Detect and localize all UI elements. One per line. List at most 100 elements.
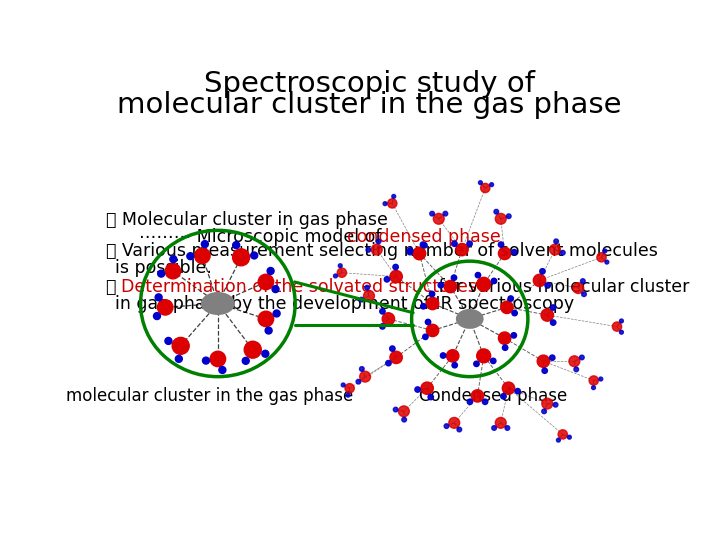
Circle shape xyxy=(495,417,506,428)
Circle shape xyxy=(592,386,595,389)
Circle shape xyxy=(574,367,579,372)
Circle shape xyxy=(376,239,381,244)
Text: ・ Various measurement selecting number of solvent molecules: ・ Various measurement selecting number o… xyxy=(106,242,657,260)
Circle shape xyxy=(500,301,513,314)
Circle shape xyxy=(242,357,249,364)
Circle shape xyxy=(273,310,280,317)
Circle shape xyxy=(619,330,624,334)
Text: for various molecular cluster: for various molecular cluster xyxy=(433,278,690,296)
Circle shape xyxy=(542,368,547,373)
Circle shape xyxy=(541,409,546,414)
Circle shape xyxy=(508,296,513,301)
Circle shape xyxy=(244,341,261,358)
Circle shape xyxy=(408,248,413,253)
Circle shape xyxy=(503,382,515,394)
Text: condensed phase: condensed phase xyxy=(348,228,501,246)
Circle shape xyxy=(567,435,572,439)
Circle shape xyxy=(360,372,371,382)
Circle shape xyxy=(338,264,342,268)
Circle shape xyxy=(451,241,457,246)
Circle shape xyxy=(423,334,428,340)
Circle shape xyxy=(233,242,240,248)
Circle shape xyxy=(233,249,250,266)
Ellipse shape xyxy=(456,309,483,328)
Circle shape xyxy=(495,213,506,224)
Circle shape xyxy=(582,292,586,296)
Circle shape xyxy=(202,357,210,364)
Circle shape xyxy=(390,271,402,283)
Circle shape xyxy=(420,242,426,247)
Circle shape xyxy=(490,183,493,186)
Circle shape xyxy=(365,285,369,290)
Circle shape xyxy=(551,320,556,325)
Circle shape xyxy=(258,274,274,289)
Circle shape xyxy=(512,310,518,316)
Circle shape xyxy=(456,244,468,256)
Circle shape xyxy=(545,283,550,288)
Circle shape xyxy=(420,303,426,309)
Circle shape xyxy=(379,323,385,329)
Circle shape xyxy=(479,181,482,185)
Circle shape xyxy=(433,213,444,224)
Circle shape xyxy=(467,399,472,404)
Circle shape xyxy=(475,273,481,278)
Circle shape xyxy=(390,346,395,352)
Circle shape xyxy=(500,394,506,399)
Circle shape xyxy=(580,355,584,360)
Circle shape xyxy=(356,380,361,384)
Circle shape xyxy=(187,253,194,260)
Ellipse shape xyxy=(202,293,234,314)
Circle shape xyxy=(387,199,397,208)
Circle shape xyxy=(498,242,504,247)
Circle shape xyxy=(467,241,472,246)
Circle shape xyxy=(477,278,490,291)
Text: ・ Molecular cluster in gas phase: ・ Molecular cluster in gas phase xyxy=(106,211,387,229)
Circle shape xyxy=(503,345,508,350)
Circle shape xyxy=(194,248,210,264)
Circle shape xyxy=(444,280,456,293)
Circle shape xyxy=(589,376,598,385)
Circle shape xyxy=(511,333,516,338)
Circle shape xyxy=(359,298,364,302)
Circle shape xyxy=(498,247,510,260)
Circle shape xyxy=(165,264,181,279)
Circle shape xyxy=(359,367,364,372)
Circle shape xyxy=(605,260,609,264)
Text: molecular cluster in the gas phase: molecular cluster in the gas phase xyxy=(66,387,354,406)
Circle shape xyxy=(386,361,391,366)
Circle shape xyxy=(158,270,165,277)
Circle shape xyxy=(482,399,487,404)
Circle shape xyxy=(492,426,497,430)
Circle shape xyxy=(393,264,398,269)
Circle shape xyxy=(515,388,521,394)
Circle shape xyxy=(481,184,490,193)
Circle shape xyxy=(422,242,427,248)
Circle shape xyxy=(384,276,390,282)
Circle shape xyxy=(172,338,189,354)
Circle shape xyxy=(372,244,382,255)
Circle shape xyxy=(413,247,426,260)
Text: is possible.: is possible. xyxy=(114,259,212,277)
Circle shape xyxy=(506,214,511,219)
Circle shape xyxy=(580,279,585,284)
Circle shape xyxy=(438,282,444,288)
Circle shape xyxy=(392,194,396,198)
Circle shape xyxy=(176,355,182,362)
Circle shape xyxy=(490,358,496,363)
Circle shape xyxy=(153,313,161,320)
Circle shape xyxy=(413,247,426,260)
Circle shape xyxy=(549,355,555,360)
Circle shape xyxy=(597,253,606,262)
Circle shape xyxy=(477,349,490,363)
Circle shape xyxy=(443,211,448,216)
Circle shape xyxy=(472,390,484,402)
Circle shape xyxy=(446,350,459,362)
Text: in gas phase by the development of IR spectroscopy: in gas phase by the development of IR sp… xyxy=(114,295,574,313)
Circle shape xyxy=(491,278,497,284)
Circle shape xyxy=(155,294,162,301)
Circle shape xyxy=(449,417,459,428)
Circle shape xyxy=(457,427,462,432)
Circle shape xyxy=(441,353,446,358)
Circle shape xyxy=(262,350,269,357)
Circle shape xyxy=(426,319,431,325)
